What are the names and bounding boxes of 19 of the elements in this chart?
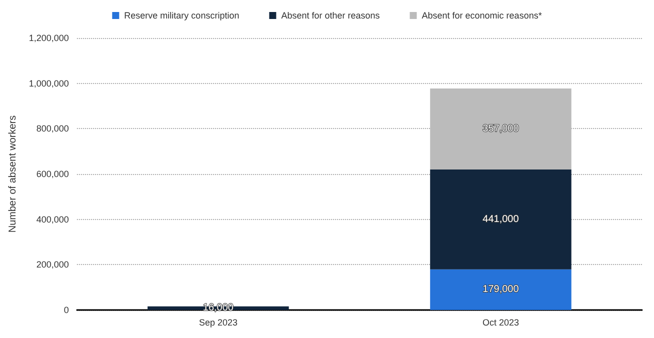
legend-label: Absent for economic reasons* bbox=[422, 10, 542, 20]
bar bbox=[430, 269, 572, 310]
data-label: 441,000 bbox=[482, 214, 520, 225]
y-axis-title: Number of absent workers bbox=[8, 115, 18, 233]
y-tick-label: 200,000 bbox=[36, 260, 69, 270]
y-tick-label: 600,000 bbox=[36, 169, 69, 179]
y-tick-label: 400,000 bbox=[36, 214, 69, 224]
bar bbox=[430, 88, 572, 170]
y-tick-label: 0 bbox=[64, 305, 69, 315]
legend-label: Absent for other reasons bbox=[281, 10, 380, 20]
legend-label: Reserve military conscription bbox=[124, 10, 240, 20]
y-tick-label: 1,000,000 bbox=[28, 78, 69, 88]
y-tick-label: 1,200,000 bbox=[28, 33, 69, 43]
bar bbox=[430, 169, 572, 270]
x-tick-label: Sep 2023 bbox=[198, 318, 238, 328]
x-tick-label: Oct 2023 bbox=[482, 318, 519, 328]
data-label: 357,000 bbox=[482, 124, 520, 135]
y-tick-label: 800,000 bbox=[36, 124, 69, 134]
data-label: 179,000 bbox=[482, 284, 520, 296]
